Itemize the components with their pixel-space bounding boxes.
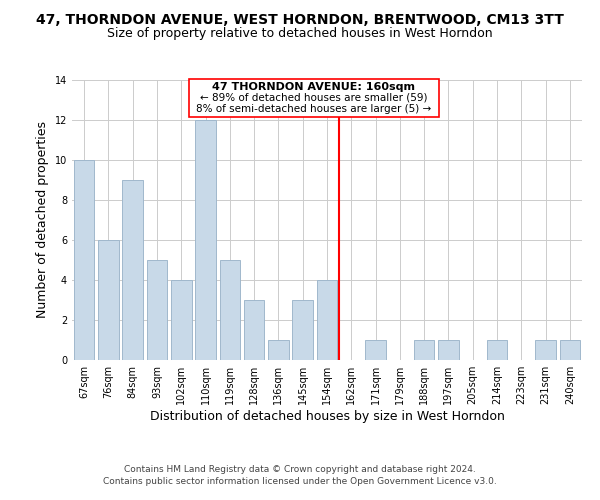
Bar xyxy=(244,300,265,360)
Bar xyxy=(292,300,313,360)
Y-axis label: Number of detached properties: Number of detached properties xyxy=(36,122,49,318)
Bar xyxy=(146,260,167,360)
Bar xyxy=(188,79,439,117)
Bar xyxy=(414,340,434,360)
Bar xyxy=(268,340,289,360)
Bar xyxy=(535,340,556,360)
Bar xyxy=(365,340,386,360)
Bar xyxy=(317,280,337,360)
Text: ← 89% of detached houses are smaller (59): ← 89% of detached houses are smaller (59… xyxy=(200,93,427,103)
Bar xyxy=(195,120,216,360)
Bar xyxy=(560,340,580,360)
Bar xyxy=(438,340,459,360)
Bar xyxy=(171,280,191,360)
Text: Contains HM Land Registry data © Crown copyright and database right 2024.
Contai: Contains HM Land Registry data © Crown c… xyxy=(103,465,497,486)
Bar xyxy=(487,340,508,360)
Bar xyxy=(98,240,119,360)
Text: 47 THORNDON AVENUE: 160sqm: 47 THORNDON AVENUE: 160sqm xyxy=(212,82,415,92)
Bar xyxy=(220,260,240,360)
X-axis label: Distribution of detached houses by size in West Horndon: Distribution of detached houses by size … xyxy=(149,410,505,423)
Text: Size of property relative to detached houses in West Horndon: Size of property relative to detached ho… xyxy=(107,28,493,40)
Bar xyxy=(122,180,143,360)
Text: 47, THORNDON AVENUE, WEST HORNDON, BRENTWOOD, CM13 3TT: 47, THORNDON AVENUE, WEST HORNDON, BRENT… xyxy=(36,12,564,26)
Bar xyxy=(74,160,94,360)
Text: 8% of semi-detached houses are larger (5) →: 8% of semi-detached houses are larger (5… xyxy=(196,104,431,115)
